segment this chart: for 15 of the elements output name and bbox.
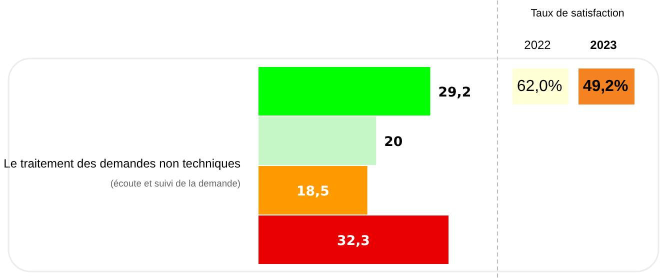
text: 62,0% bbox=[516, 78, 562, 95]
bar bbox=[258, 66, 430, 116]
data-label: 20 bbox=[384, 134, 403, 150]
data-label: 32,3 bbox=[337, 234, 370, 249]
text: 2023 bbox=[590, 38, 618, 52]
text: 2022 bbox=[524, 38, 552, 52]
text: 49,2% bbox=[582, 78, 628, 95]
bar bbox=[258, 166, 368, 215]
bar bbox=[258, 215, 448, 264]
text: Taux de satisfaction bbox=[530, 8, 624, 20]
text: (écoute et suivi de la demande) bbox=[110, 178, 241, 188]
data-label: 18,5 bbox=[296, 184, 330, 200]
data-label: 29,2 bbox=[438, 85, 472, 100]
text: Le traitement des demandes non techniques bbox=[4, 156, 241, 170]
bar bbox=[258, 116, 376, 166]
